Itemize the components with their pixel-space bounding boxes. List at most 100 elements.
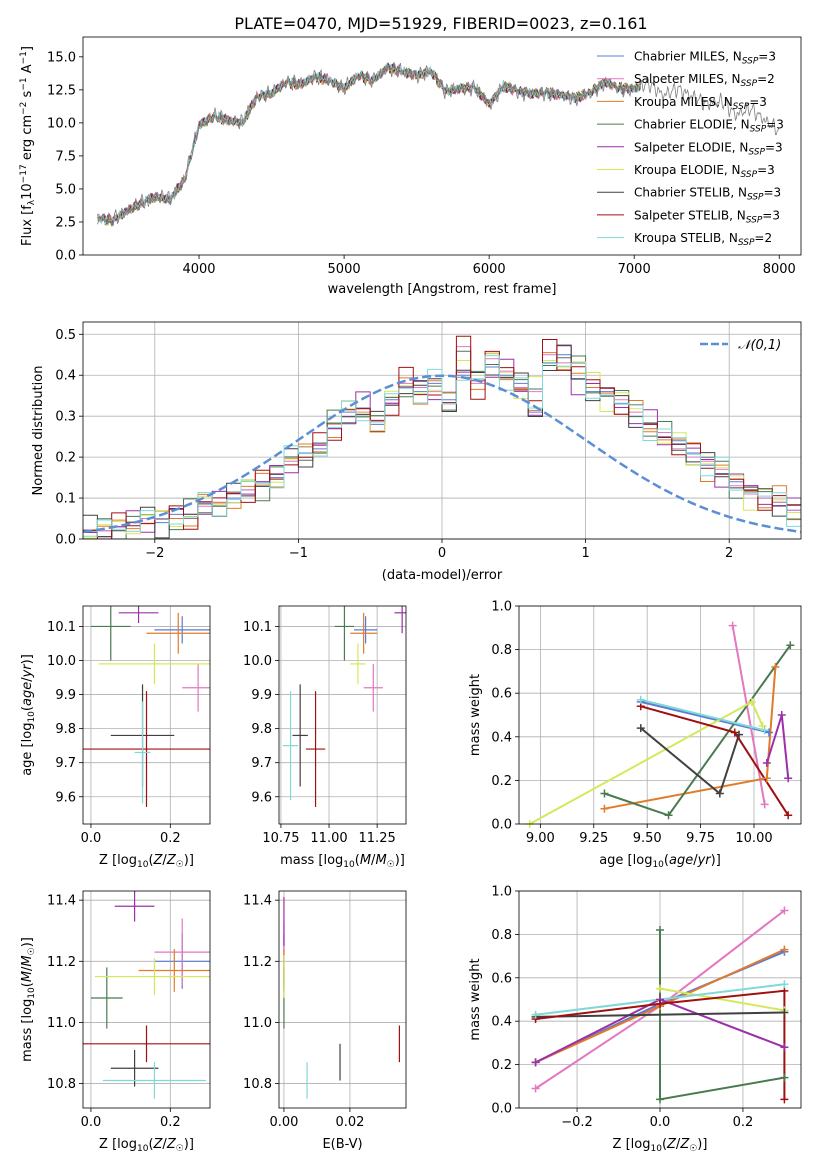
x-tick-label: −0.2 xyxy=(561,1115,593,1130)
histogram-step xyxy=(83,344,801,539)
axes-frame xyxy=(518,890,802,1109)
x-axis-label: Z [log10(Z/Z☉)] xyxy=(99,853,194,870)
legend-entry: Kroupa ELODIE, NSSP=3 xyxy=(634,163,775,180)
y-tick-label: 0.8 xyxy=(491,928,512,943)
x-tick-label: 0.2 xyxy=(160,1115,181,1130)
y-tick-label: 9.9 xyxy=(251,688,272,703)
x-tick-label: 5000 xyxy=(328,262,361,277)
x-tick-label: 2 xyxy=(725,546,733,561)
x-tick-label: 11.25 xyxy=(359,831,396,846)
y-tick-label: 0.0 xyxy=(55,249,76,264)
figure-title: PLATE=0470, MJD=51929, FIBERID=0023, z=0… xyxy=(234,14,647,33)
mass-weight-marker xyxy=(780,980,789,989)
mass-weight-marker xyxy=(656,984,664,993)
y-axis-label: mass weight xyxy=(468,958,483,1040)
model-spectrum-line xyxy=(97,63,642,226)
mass-weight-marker xyxy=(786,641,795,650)
error-bar-point xyxy=(134,701,151,804)
y-tick-label: 9.7 xyxy=(251,756,272,771)
mass-weight-marker xyxy=(531,1084,540,1093)
y-tick-label: 9.9 xyxy=(55,688,76,703)
y-tick-label: 10.1 xyxy=(243,620,272,635)
mass-weight-marker xyxy=(656,1095,664,1104)
histogram-step xyxy=(83,353,801,539)
y-axis-label: mass [log10(M/M☉)] xyxy=(20,937,37,1062)
y-tick-label: 0.2 xyxy=(491,1058,512,1073)
x-axis-label: (data-model)/error xyxy=(382,568,503,583)
y-tick-label: 11.2 xyxy=(243,955,272,970)
error-bar-point xyxy=(98,643,210,685)
plot-area xyxy=(282,606,406,807)
y-tick-label: 11.4 xyxy=(47,894,76,909)
mass-vs-ebv-panel: 0.00 0.02 10.8 11.0 11.2 11.4 E(B-V) xyxy=(243,890,407,1152)
mass-weight-marker xyxy=(780,906,789,915)
plot-area xyxy=(83,891,210,1099)
error-bar-point xyxy=(110,1049,159,1087)
x-tick-label: 11.00 xyxy=(310,831,347,846)
mass-weight-marker xyxy=(600,789,609,798)
normal-reference-curve xyxy=(83,374,801,534)
error-bar-point xyxy=(394,606,406,634)
mass-weight-marker xyxy=(784,811,793,820)
plot-area xyxy=(283,897,401,1099)
mass-weight-marker xyxy=(664,811,673,820)
mass-weight-marker xyxy=(760,726,769,735)
mass-weight-marker xyxy=(762,774,771,783)
x-tick-label: 6000 xyxy=(473,262,506,277)
x-tick-label: 7000 xyxy=(618,262,651,277)
histogram-step xyxy=(83,346,801,532)
mass-weight-marker xyxy=(780,1095,789,1104)
error-bar-point xyxy=(305,691,326,807)
mass-weight-marker xyxy=(636,695,645,704)
legend: 𝒩(0,1) xyxy=(700,338,781,353)
x-tick-label: 0.0 xyxy=(81,1115,102,1130)
error-bar-point xyxy=(154,918,210,986)
x-tick-label: 8000 xyxy=(763,262,796,277)
error-bar-point xyxy=(146,612,210,654)
axes-frame xyxy=(278,605,407,825)
y-axis-label: Flux [fλ10−17 erg cm−2 s−1 A−1] xyxy=(19,46,37,246)
mass-weight-marker xyxy=(730,728,739,737)
mass-weight-marker xyxy=(780,1008,789,1017)
mass-weight-marker xyxy=(531,1058,540,1067)
mass-weight-marker xyxy=(777,711,786,719)
legend-entry: Chabrier MILES, NSSP=3 xyxy=(634,50,776,67)
axes-frame xyxy=(82,36,802,256)
axes-frame xyxy=(82,890,211,1109)
x-tick-label: 9.25 xyxy=(579,831,608,846)
y-tick-label: 9.6 xyxy=(55,790,76,805)
y-tick-label: 2.5 xyxy=(55,215,76,230)
mass-weight-marker xyxy=(764,728,773,737)
age-vs-mass-panel: 10.75 11.00 11.25 9.6 9.7 9.8 9.9 10.0 10.1 mass … xyxy=(243,605,407,870)
y-tick-label: 12.5 xyxy=(47,83,76,98)
axes-frame xyxy=(518,605,802,825)
legend-entry: Chabrier ELODIE, NSSP=3 xyxy=(634,118,784,135)
observed-spectrum-line xyxy=(97,62,780,226)
mass-weight-marker xyxy=(758,721,767,730)
y-tick-label: 0.6 xyxy=(491,687,512,702)
y-tick-label: 0.4 xyxy=(55,369,76,384)
axes-frame xyxy=(278,890,407,1109)
residual-histogram-panel: −2 −1 0 1 2 0.0 0.1 0.2 0.3 0.4 0.5 (data-model)/er… xyxy=(31,321,802,583)
y-tick-label: 0.8 xyxy=(491,643,512,658)
error-bar-point xyxy=(334,606,355,661)
y-tick-label: 0.5 xyxy=(55,328,76,343)
x-axis-label: Z [log10(Z/Z☉)] xyxy=(99,1137,194,1154)
mass-vs-metallicity-panel: 0.0 0.2 10.8 11.0 11.2 11.4 Z [log10(Z/Z☉)] mas… xyxy=(20,890,211,1154)
plot-area xyxy=(83,335,801,539)
model-spectrum-line xyxy=(97,62,642,226)
mass-weight-marker xyxy=(636,724,645,733)
y-tick-label: 7.5 xyxy=(55,149,76,164)
legend-entry: Kroupa MILES, NSSP=3 xyxy=(634,95,767,112)
error-bar-point xyxy=(90,606,131,661)
y-tick-label: 11.4 xyxy=(243,894,272,909)
y-tick-label: 10.0 xyxy=(47,654,76,669)
x-tick-label: −1 xyxy=(289,546,308,561)
model-spectrum-line xyxy=(97,64,641,224)
mass-weight-marker xyxy=(784,774,793,783)
mass-weight-marker xyxy=(780,1073,789,1082)
error-bar-point xyxy=(90,967,123,1029)
mass-weight-marker xyxy=(715,789,724,798)
x-tick-label: 9.75 xyxy=(686,831,715,846)
